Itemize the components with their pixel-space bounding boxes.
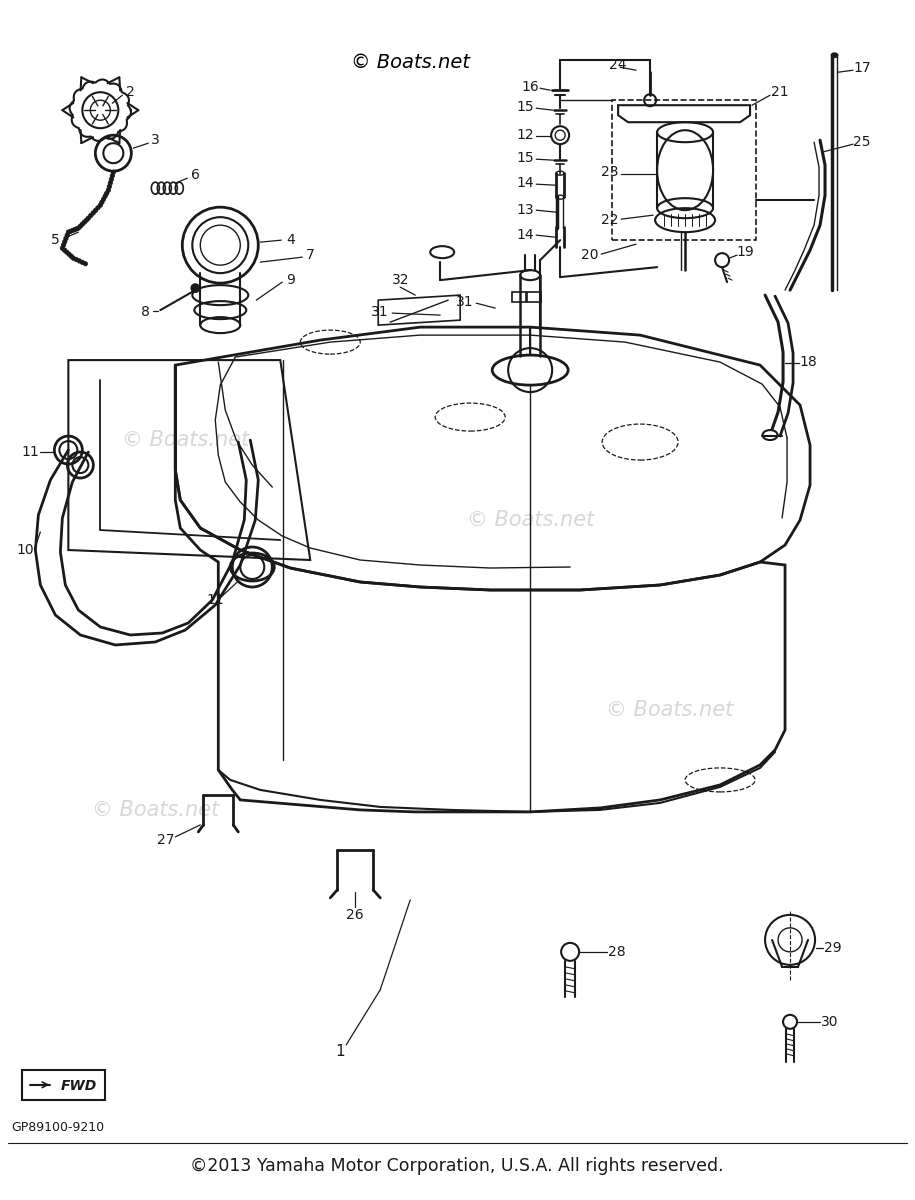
Text: © Boats.net: © Boats.net — [350, 53, 469, 72]
Circle shape — [68, 229, 72, 234]
Circle shape — [102, 197, 106, 202]
Text: © Boats.net: © Boats.net — [122, 430, 249, 450]
Text: 13: 13 — [516, 203, 534, 217]
Circle shape — [86, 216, 91, 221]
Circle shape — [69, 254, 73, 258]
Text: 28: 28 — [608, 944, 626, 959]
Circle shape — [107, 185, 112, 188]
Text: 27: 27 — [156, 833, 174, 847]
Bar — [527, 292, 541, 302]
Text: 6: 6 — [191, 168, 199, 182]
Circle shape — [77, 259, 81, 263]
Circle shape — [100, 200, 104, 204]
Text: 10: 10 — [16, 544, 34, 557]
Circle shape — [191, 284, 199, 292]
Circle shape — [74, 227, 79, 232]
Ellipse shape — [762, 430, 778, 440]
Bar — [512, 292, 526, 302]
Circle shape — [109, 178, 113, 181]
Text: 23: 23 — [601, 166, 619, 179]
Text: 22: 22 — [601, 214, 619, 227]
Circle shape — [62, 240, 67, 244]
Text: 14: 14 — [516, 176, 534, 190]
Circle shape — [103, 194, 107, 198]
Circle shape — [64, 236, 68, 241]
Text: 11: 11 — [21, 445, 39, 460]
Text: 4: 4 — [285, 233, 295, 247]
Circle shape — [98, 203, 102, 208]
Text: 21: 21 — [771, 85, 789, 100]
Text: 15: 15 — [516, 151, 534, 166]
Circle shape — [70, 228, 74, 233]
Text: 31: 31 — [371, 305, 389, 319]
Text: © Boats.net: © Boats.net — [467, 510, 594, 530]
Circle shape — [74, 257, 79, 262]
Text: FWD: FWD — [60, 1079, 96, 1093]
Circle shape — [93, 208, 98, 212]
Text: GP89100-9210: GP89100-9210 — [11, 1121, 104, 1134]
Circle shape — [111, 170, 115, 174]
Text: 20: 20 — [581, 248, 599, 262]
Text: 16: 16 — [522, 80, 539, 95]
Text: 25: 25 — [854, 136, 871, 149]
Circle shape — [108, 181, 113, 185]
Text: 3: 3 — [151, 133, 160, 148]
Text: 30: 30 — [822, 1015, 839, 1028]
Circle shape — [76, 226, 81, 230]
Circle shape — [78, 224, 82, 228]
Text: 18: 18 — [799, 355, 817, 370]
Text: 11: 11 — [207, 593, 224, 607]
Text: © Boats.net: © Boats.net — [607, 700, 734, 720]
Text: 26: 26 — [347, 908, 364, 922]
Text: 31: 31 — [457, 295, 474, 310]
Circle shape — [91, 211, 95, 215]
Text: ©2013 Yamaha Motor Corporation, U.S.A. All rights reserved.: ©2013 Yamaha Motor Corporation, U.S.A. A… — [190, 1157, 724, 1175]
Circle shape — [81, 222, 84, 227]
Text: 14: 14 — [516, 228, 534, 242]
Text: © Boats.net: © Boats.net — [92, 800, 219, 820]
Circle shape — [84, 218, 89, 222]
Text: 17: 17 — [853, 61, 871, 76]
Ellipse shape — [832, 53, 837, 58]
Text: 32: 32 — [392, 274, 409, 287]
Circle shape — [62, 248, 67, 252]
Circle shape — [72, 228, 77, 232]
Circle shape — [71, 256, 76, 260]
Circle shape — [67, 252, 71, 257]
Circle shape — [106, 188, 111, 192]
Circle shape — [110, 174, 114, 178]
Text: 12: 12 — [516, 128, 534, 142]
Text: 1: 1 — [336, 1044, 345, 1060]
Circle shape — [65, 250, 69, 254]
Text: 19: 19 — [737, 245, 754, 259]
Circle shape — [82, 220, 87, 224]
Ellipse shape — [492, 355, 568, 385]
Text: 5: 5 — [51, 233, 59, 247]
Text: 7: 7 — [306, 248, 315, 262]
Circle shape — [65, 233, 70, 238]
Circle shape — [61, 242, 66, 247]
Text: 8: 8 — [141, 305, 150, 319]
Circle shape — [66, 230, 70, 234]
Text: 24: 24 — [609, 59, 627, 72]
Circle shape — [60, 246, 65, 251]
Text: 15: 15 — [516, 101, 534, 114]
Text: 29: 29 — [824, 941, 842, 955]
Text: 2: 2 — [126, 85, 135, 100]
Circle shape — [81, 260, 84, 264]
Circle shape — [96, 205, 100, 210]
Circle shape — [104, 191, 109, 196]
Circle shape — [89, 214, 93, 217]
Text: 9: 9 — [285, 274, 295, 287]
Circle shape — [83, 262, 88, 266]
